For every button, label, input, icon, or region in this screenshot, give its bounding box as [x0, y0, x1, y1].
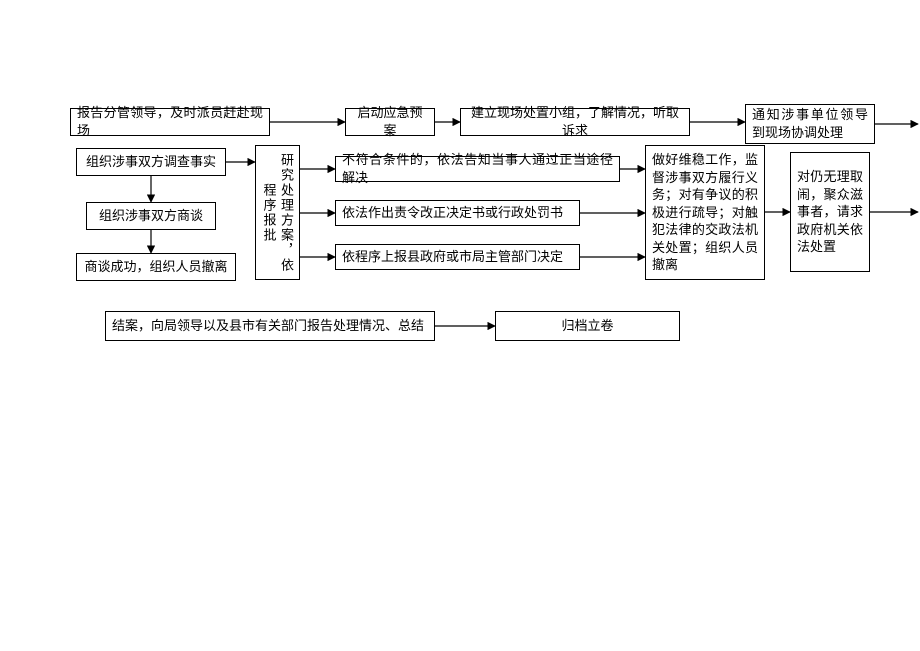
node-n1: 报告分管领导，及时派员赶赴现场 — [70, 108, 270, 136]
node-n4: 通知涉事单位领导到现场协调处理 — [745, 104, 875, 144]
node-n5: 组织涉事双方调查事实 — [76, 148, 226, 176]
node-n7: 商谈成功，组织人员撤离 — [76, 253, 236, 281]
node-n15: 归档立卷 — [495, 311, 680, 341]
node-n8: 研究处理方案，依程序报批 — [255, 145, 300, 280]
node-n10: 依法作出责令改正决定书或行政处罚书 — [335, 200, 580, 226]
node-n14: 结案，向局领导以及县市有关部门报告处理情况、总结 — [105, 311, 435, 341]
flowchart-stage: 报告分管领导，及时派员赶赴现场启动应急预案建立现场处置小组，了解情况，听取诉求通… — [0, 0, 920, 651]
node-label-n9: 不符合条件的，依法告知当事人通过正当途径解决 — [342, 151, 613, 186]
node-label-n7: 商谈成功，组织人员撤离 — [84, 258, 227, 276]
node-n2: 启动应急预案 — [345, 108, 435, 136]
node-label-n4: 通知涉事单位领导到现场协调处理 — [752, 106, 868, 141]
node-label-n14: 结案，向局领导以及县市有关部门报告处理情况、总结 — [112, 317, 424, 335]
node-label-n11: 依程序上报县政府或市局主管部门决定 — [342, 248, 563, 266]
node-label-n15: 归档立卷 — [561, 317, 613, 335]
node-label-n1: 报告分管领导，及时派员赶赴现场 — [77, 104, 263, 139]
node-n13: 对仍无理取闹，聚众滋事者，请求政府机关依法处置 — [790, 152, 870, 272]
node-label-n6: 组织涉事双方商谈 — [99, 207, 203, 225]
node-label-n8: 研究处理方案，依程序报批 — [260, 150, 295, 275]
node-n3: 建立现场处置小组，了解情况，听取诉求 — [460, 108, 690, 136]
node-label-n5: 组织涉事双方调查事实 — [86, 153, 216, 171]
node-label-n13: 对仍无理取闹，聚众滋事者，请求政府机关依法处置 — [797, 168, 863, 256]
node-label-n10: 依法作出责令改正决定书或行政处罚书 — [342, 204, 563, 222]
node-label-n2: 启动应急预案 — [352, 104, 428, 139]
node-n9: 不符合条件的，依法告知当事人通过正当途径解决 — [335, 156, 620, 182]
node-n6: 组织涉事双方商谈 — [86, 202, 216, 230]
node-n11: 依程序上报县政府或市局主管部门决定 — [335, 244, 580, 270]
node-label-n12: 做好维稳工作，监督涉事双方履行义务；对有争议的积极进行疏导；对触犯法律的交政法机… — [652, 151, 758, 274]
node-label-n3: 建立现场处置小组，了解情况，听取诉求 — [467, 104, 683, 139]
node-n12: 做好维稳工作，监督涉事双方履行义务；对有争议的积极进行疏导；对触犯法律的交政法机… — [645, 145, 765, 280]
